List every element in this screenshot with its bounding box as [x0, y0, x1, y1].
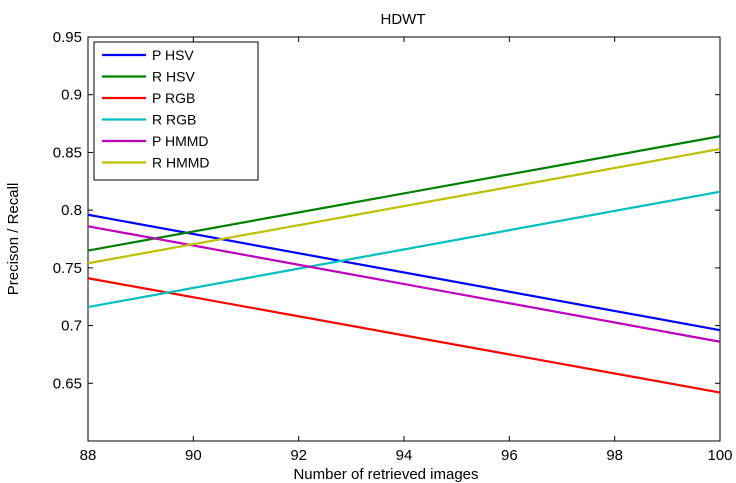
- series-line-p-hsv: [87, 213, 721, 332]
- legend-label: R RGB: [152, 112, 196, 128]
- legend-label: P HSV: [152, 47, 194, 63]
- series-line-p-rgb: [87, 277, 721, 394]
- x-axis-title: Number of retrieved images: [293, 466, 478, 483]
- series-line-r-hmmd: [87, 147, 721, 265]
- legend: P HSV R HSV P RGB R RGB P HMMD R HMMD: [93, 41, 259, 181]
- series-line-r-hsv: [87, 135, 721, 252]
- series-line-r-rgb: [87, 190, 721, 309]
- legend-box: [93, 41, 259, 181]
- legend-label: P RGB: [152, 90, 195, 106]
- y-tick-label: 0.8: [61, 202, 82, 219]
- y-tick-label: 0.7: [61, 318, 82, 335]
- legend-label: R HSV: [152, 69, 195, 85]
- x-tick-label: 92: [290, 447, 307, 464]
- x-tick-label: 94: [396, 447, 413, 464]
- x-tick-label: 98: [606, 447, 623, 464]
- chart-title: HDWT: [381, 11, 426, 28]
- y-tick-label: 0.95: [53, 29, 82, 46]
- x-tick-label: 96: [501, 447, 518, 464]
- y-axis-title: Precison / Recall: [5, 183, 22, 296]
- x-tick-label: 88: [80, 447, 97, 464]
- x-tick-label: 90: [185, 447, 202, 464]
- x-tick-label: 100: [707, 447, 732, 464]
- y-tick-label: 0.85: [53, 144, 82, 161]
- y-tick-label: 0.9: [61, 87, 82, 104]
- y-tick-label: 0.75: [53, 260, 82, 277]
- series-line-p-hmmd: [87, 225, 721, 343]
- series-lines: [87, 135, 721, 394]
- legend-label: P HMMD: [152, 133, 209, 149]
- y-tick-label: 0.65: [53, 375, 82, 392]
- axis-ticks: 88 90 92 94 96 98 100 0.65 0.7 0.75 0.8 0.85 0.9 0.95: [53, 29, 733, 464]
- legend-label: R HMMD: [152, 155, 210, 171]
